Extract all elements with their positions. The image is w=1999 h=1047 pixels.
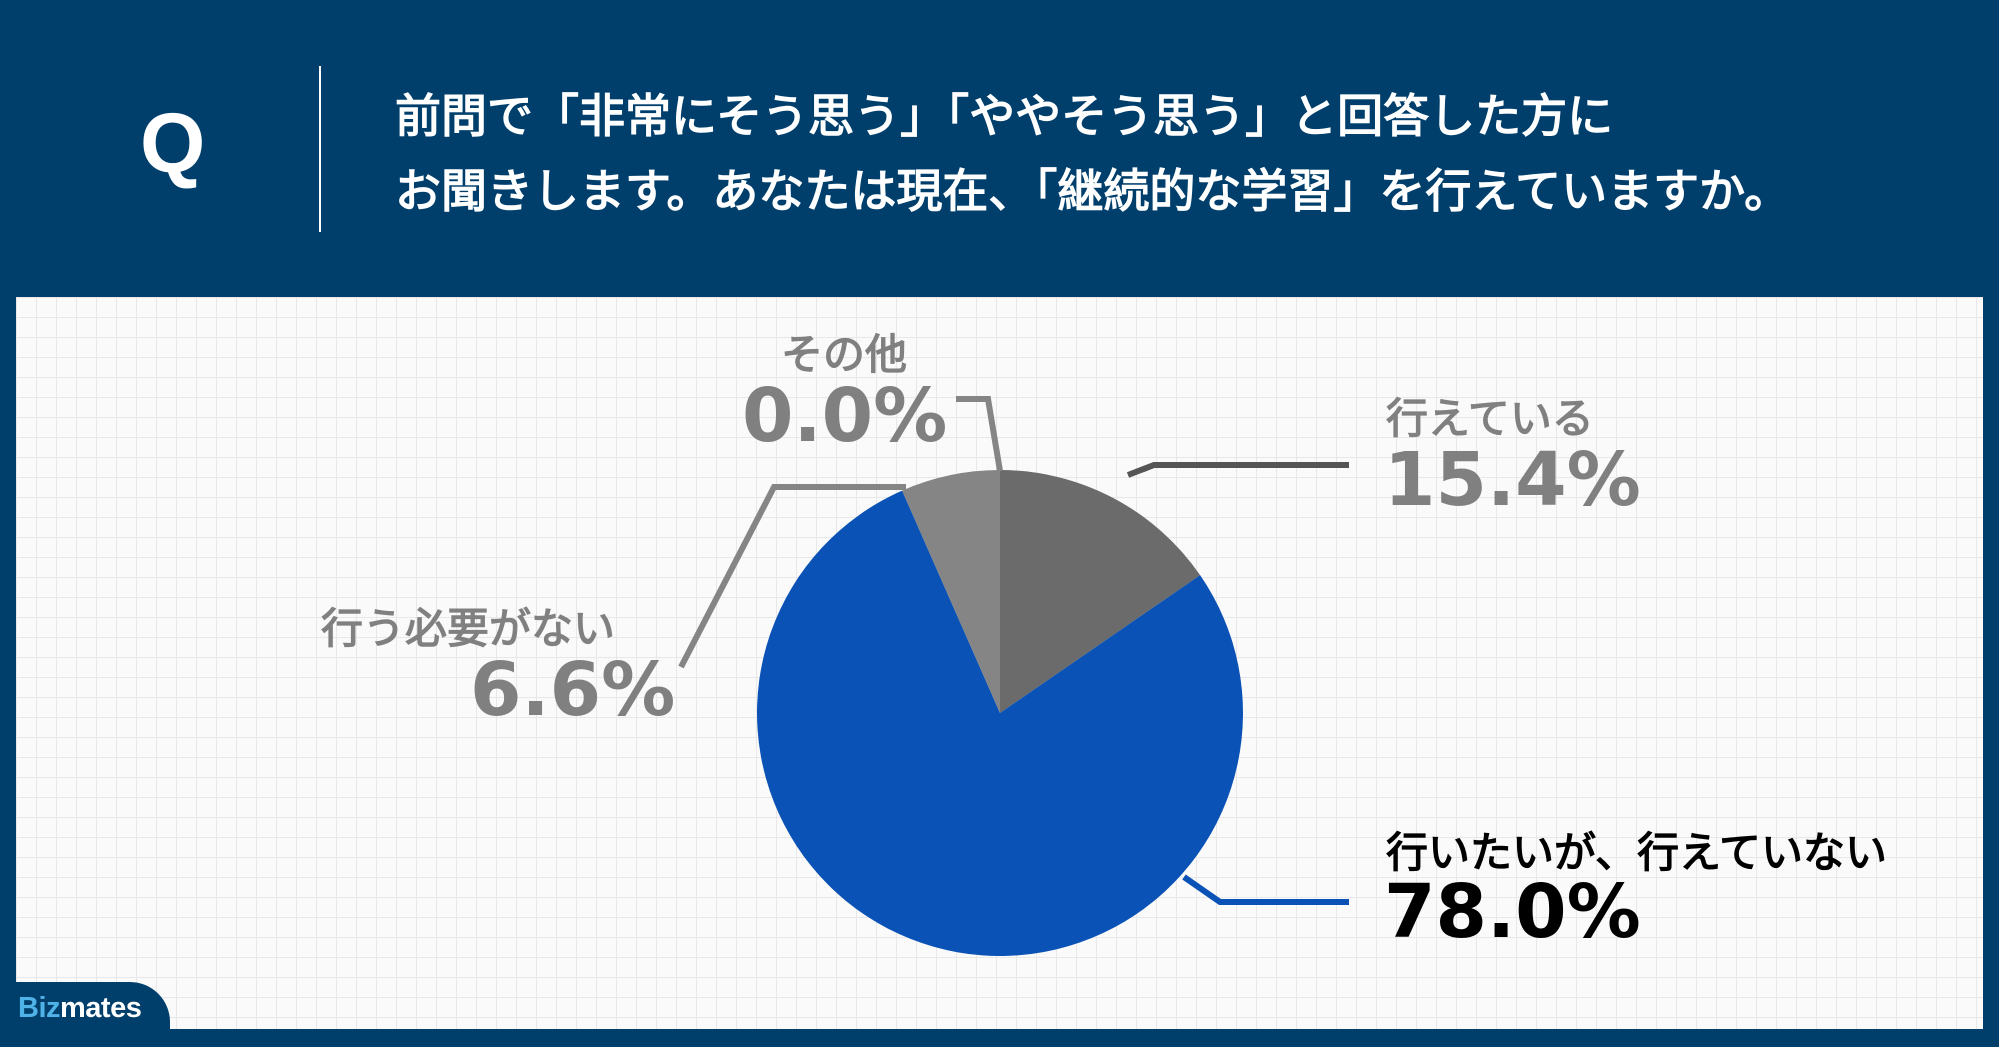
- chart-panel: 行えている 15.4% 行いたいが、行えていない 78.0% 行う必要がない 6…: [16, 297, 1983, 1029]
- brand-logo: Bizmates: [18, 992, 142, 1025]
- slice-label-doing: 行えている: [1386, 394, 1594, 443]
- brand-logo-biz: Biz: [18, 992, 61, 1024]
- question-text-line-1: 前問で「非常にそう思う」「ややそう思う」と回答した方に: [395, 89, 1614, 143]
- question-marker: Q: [140, 96, 206, 190]
- slice-value-want-but-cannot: 78.0%: [1384, 869, 1641, 955]
- slice-want-but-cannot: [757, 490, 1243, 956]
- slice-value-not-needed: 6.6%: [470, 647, 676, 733]
- pie-chart: [678, 396, 1349, 956]
- question-header: Q 前問で「非常にそう思う」「ややそう思う」と回答した方に お聞きします。あなた…: [0, 0, 1999, 296]
- slice-value-doing: 15.4%: [1384, 437, 1641, 523]
- header-divider: [319, 66, 321, 232]
- slice-doing: [1000, 470, 1201, 713]
- slice-value-other: 0.0%: [742, 373, 948, 459]
- slice-label-other: その他: [781, 330, 908, 379]
- slice-not-needed: [902, 470, 1000, 713]
- slice-label-not-needed: 行う必要がない: [321, 604, 616, 653]
- brand-tab: [0, 982, 170, 1032]
- leader-line-want-but-cannot: [1182, 874, 1349, 905]
- question-text-line-2: お聞きします。あなたは現在、「継続的な学習」を行えていますか。: [395, 164, 1791, 218]
- leader-line-other: [956, 396, 1003, 472]
- slice-label-want-but-cannot: 行いたいが、行えていない: [1386, 828, 1888, 877]
- brand-logo-mates: mates: [60, 992, 142, 1024]
- leader-line-doing: [1126, 462, 1349, 478]
- leader-line-not-needed: [678, 484, 906, 669]
